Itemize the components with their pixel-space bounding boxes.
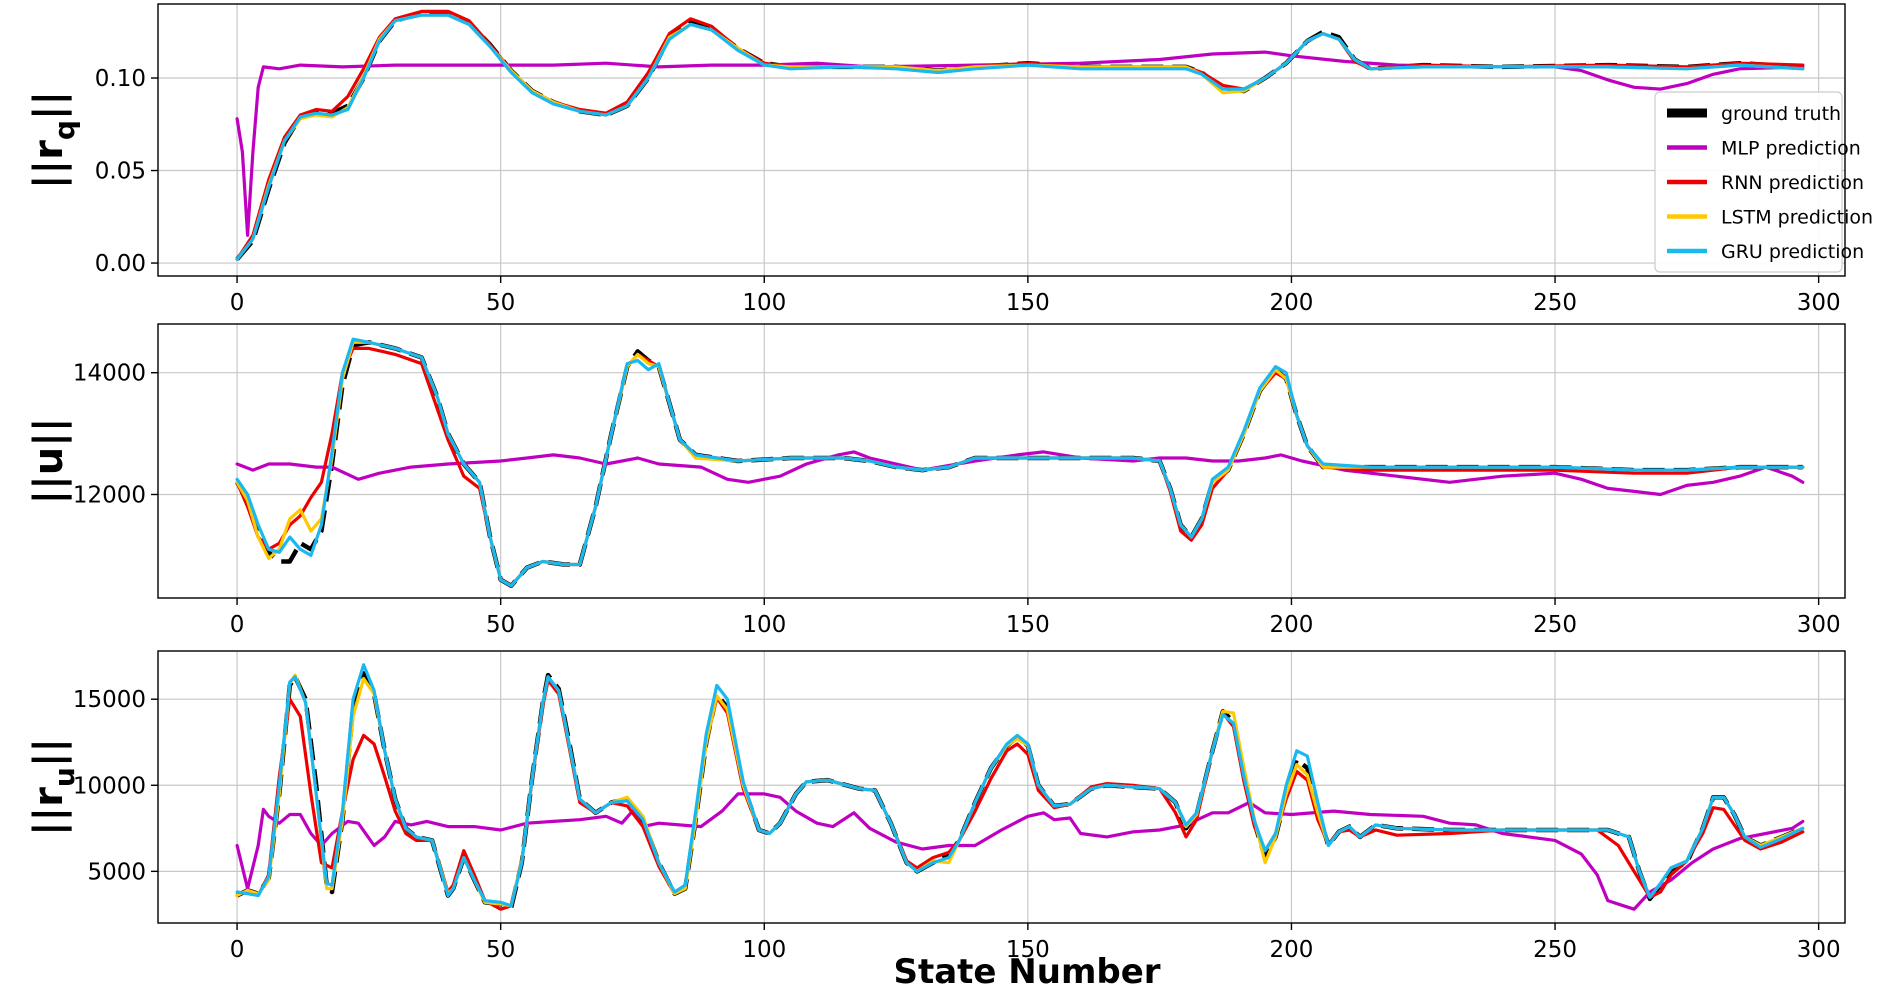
x-tick-label: 50 [486,290,515,316]
x-tick-label: 250 [1533,937,1577,963]
x-tick-label: 100 [742,612,786,638]
series-line-rnn-prediction [235,9,1805,261]
panel-position-error: 0 50 100 150 200 250 300 0.00 0.05 0.10 ||rq|| grou… [26,3,1873,316]
x-tick-label: 300 [1797,937,1841,963]
y-tick-label: 15000 [73,687,146,713]
x-tick-label: 100 [742,937,786,963]
panel-control-norm: 0 50 100 150 200 250 300 12000 14000 ||u|| [26,323,1846,638]
plot-frame [157,323,1846,599]
x-tick-label: 0 [230,937,245,963]
legend-label-ground-truth: ground truth [1721,103,1841,125]
y-tick-label: 14000 [73,361,146,387]
plot-frame [157,3,1846,277]
legend: ground truth MLP prediction RNN prediction… [1654,91,1873,273]
x-tick-label: 150 [1006,612,1050,638]
plot-frame [157,650,1846,924]
x-tick-label: 250 [1533,290,1577,316]
legend-label-mlp-prediction: MLP prediction [1721,138,1861,160]
x-axis-label: State Number [893,952,1160,988]
x-tick-label: 0 [230,612,245,638]
x-tick-label: 0 [230,290,245,316]
y-axis-label: ||u|| [26,418,73,505]
x-tick-label: 50 [486,937,515,963]
series-line-mlp-prediction [235,792,1805,911]
legend-label-lstm-prediction: LSTM prediction [1721,207,1873,229]
x-tick-label: 300 [1797,612,1841,638]
legend-label-rnn-prediction: RNN prediction [1721,172,1864,194]
y-tick-label: 5000 [87,859,146,885]
x-tick-label: 200 [1270,290,1314,316]
series-line-gru-prediction [235,337,1805,588]
series-line-ground-truth [235,11,1803,261]
series-line-mlp-prediction [235,450,1805,497]
series-line-gru-prediction [235,663,1805,908]
x-tick-label: 250 [1533,612,1577,638]
x-tick-label: 200 [1270,937,1314,963]
y-axis-label: ||rq|| [26,91,81,189]
x-tick-label: 300 [1797,290,1841,316]
y-tick-label: 10000 [73,773,146,799]
series-line-mlp-prediction [235,50,1805,237]
y-tick-label: 12000 [73,482,146,508]
series-line-gru-prediction [235,13,1805,261]
y-tick-label: 0.05 [95,159,146,185]
x-tick-label: 150 [1006,290,1050,316]
x-tick-label: 50 [486,612,515,638]
legend-label-gru-prediction: GRU prediction [1721,241,1864,263]
y-axis-label: ||ru|| [26,738,81,836]
x-tick-label: 100 [742,290,786,316]
panel-control-residual: 0 50 100 150 200 250 300 5000 10000 15000 ||ru|| [26,650,1846,963]
x-tick-label: 150 [1006,937,1050,963]
y-tick-label: 0.10 [95,66,146,92]
y-tick-label: 0.00 [95,251,146,277]
x-tick-label: 200 [1270,612,1314,638]
series-line-lstm-prediction [235,13,1805,261]
